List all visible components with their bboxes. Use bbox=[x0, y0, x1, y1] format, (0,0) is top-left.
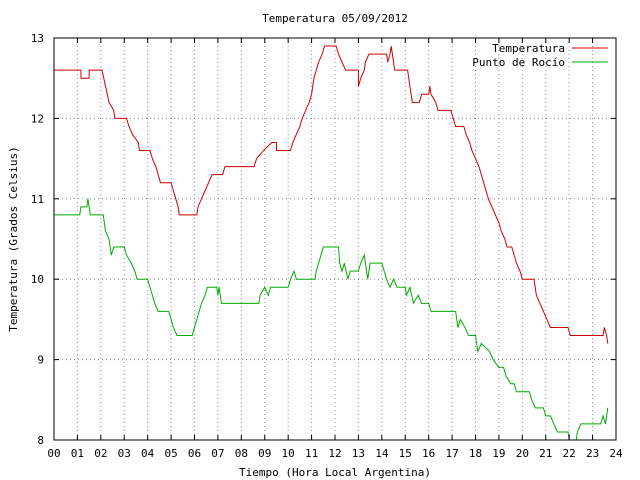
x-tick-label: 15 bbox=[399, 447, 412, 460]
y-tick-label: 13 bbox=[31, 32, 44, 45]
x-tick-label: 23 bbox=[586, 447, 599, 460]
x-tick-label: 00 bbox=[47, 447, 60, 460]
x-tick-label: 19 bbox=[492, 447, 505, 460]
x-tick-label: 20 bbox=[516, 447, 529, 460]
x-tick-label: 22 bbox=[563, 447, 576, 460]
y-tick-label: 8 bbox=[37, 434, 44, 447]
x-tick-label: 04 bbox=[141, 447, 155, 460]
series-line-temperatura bbox=[54, 45, 609, 344]
grid bbox=[54, 38, 616, 440]
x-tick-label: 18 bbox=[469, 447, 482, 460]
y-axis-label: Temperatura (Grados Celsius) bbox=[7, 146, 20, 331]
x-axis-label: Tiempo (Hora Local Argentina) bbox=[239, 466, 431, 479]
x-tick-label: 12 bbox=[328, 447, 341, 460]
x-tick-label: 11 bbox=[305, 447, 318, 460]
x-tick-label: 07 bbox=[211, 447, 224, 460]
x-tick-label: 14 bbox=[375, 447, 389, 460]
legend-label-temperatura: Temperatura bbox=[492, 42, 565, 55]
y-tick-label: 9 bbox=[37, 354, 44, 367]
x-tick-label: 13 bbox=[352, 447, 365, 460]
x-tick-label: 10 bbox=[282, 447, 295, 460]
x-tick-label: 17 bbox=[445, 447, 458, 460]
series-line-punto-de-rocio bbox=[54, 198, 609, 441]
x-tick-label: 06 bbox=[188, 447, 201, 460]
series-layer bbox=[54, 45, 609, 441]
y-tick-label: 10 bbox=[31, 273, 44, 286]
chart-title: Temperatura 05/09/2012 bbox=[262, 12, 408, 25]
x-tick-label: 16 bbox=[422, 447, 435, 460]
y-tick-label: 12 bbox=[31, 112, 44, 125]
x-tick-label: 05 bbox=[164, 447, 177, 460]
x-tick-label: 09 bbox=[258, 447, 271, 460]
x-tick-label: 24 bbox=[609, 447, 623, 460]
x-tick-label: 03 bbox=[118, 447, 131, 460]
x-tick-label: 21 bbox=[539, 447, 552, 460]
x-tick-label: 01 bbox=[71, 447, 84, 460]
legend: Temperatura Punto de Rocío bbox=[472, 42, 608, 69]
x-tick-label: 02 bbox=[94, 447, 107, 460]
x-tick-label: 08 bbox=[235, 447, 248, 460]
y-tick-label: 11 bbox=[31, 193, 44, 206]
legend-label-punto-de-rocio: Punto de Rocío bbox=[472, 56, 565, 69]
axis-ticks: 00 01 02 03 04 05 06 07 08 09 10 11 12 13 14 15 16 17 18 19… bbox=[31, 32, 623, 460]
